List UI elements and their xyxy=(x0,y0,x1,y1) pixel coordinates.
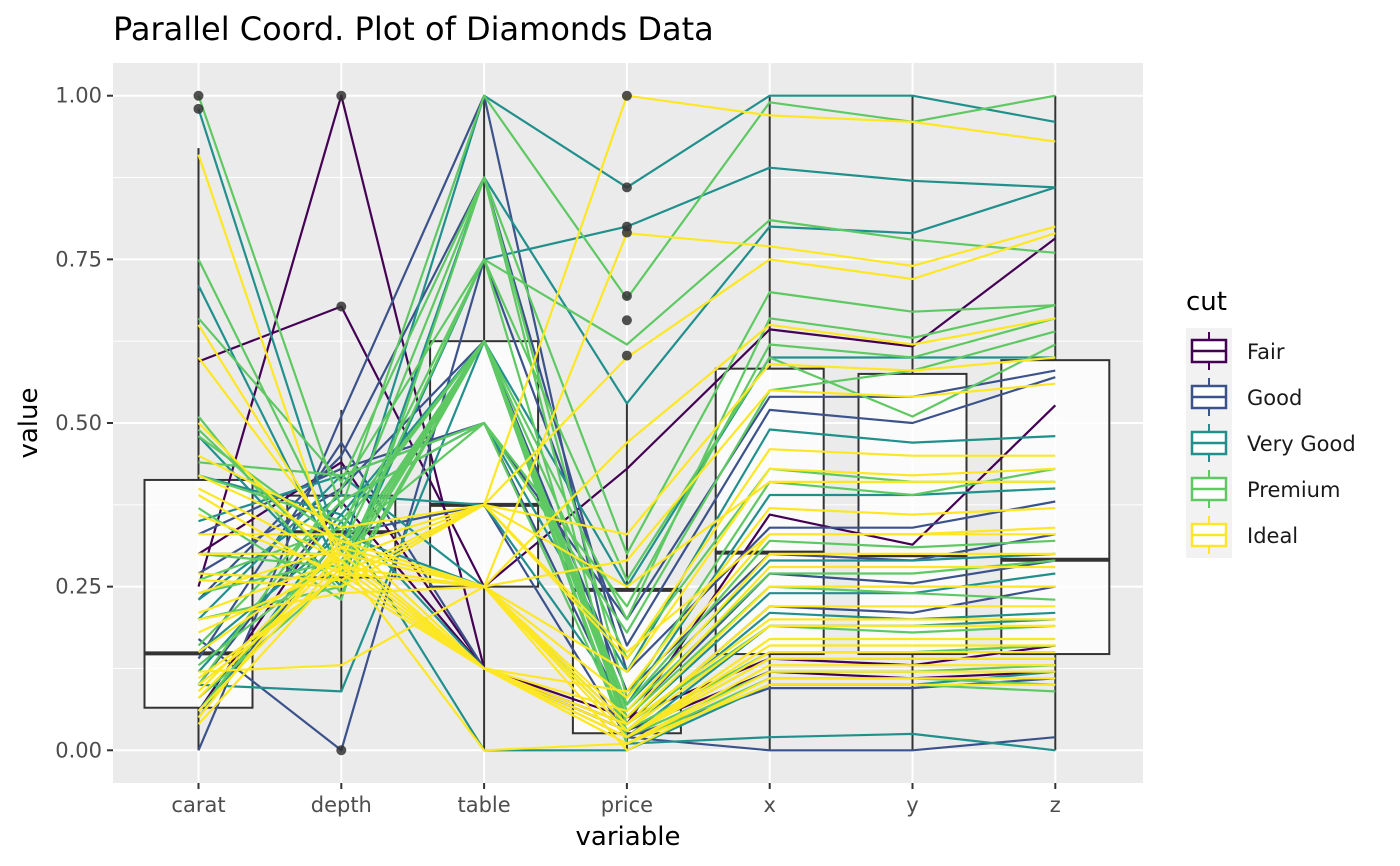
series-line-ideal xyxy=(197,539,1056,752)
legend-item-good: Good xyxy=(1186,374,1302,420)
legend-label: Good xyxy=(1247,386,1302,410)
legend-label: Very Good xyxy=(1247,432,1356,456)
y-tick-label: 0.75 xyxy=(55,247,102,271)
series-line-ideal xyxy=(198,507,1056,693)
series-line-ideal xyxy=(197,546,1056,739)
box-iqr xyxy=(1000,359,1111,656)
legend-title: cut xyxy=(1186,287,1227,317)
x-tick-label-x: x xyxy=(763,793,775,817)
series-line-ideal xyxy=(198,356,1056,536)
outlier-point-price xyxy=(621,315,632,326)
chart-title: Parallel Coord. Plot of Diamonds Data xyxy=(113,10,714,48)
legend-label: Ideal xyxy=(1247,524,1298,548)
series-line-ideal xyxy=(197,480,1056,588)
y-tick-label: 0.50 xyxy=(55,411,102,435)
outlier-point-price xyxy=(621,350,632,361)
legend-item-premium: Premium xyxy=(1186,466,1340,512)
outlier-point-price xyxy=(621,291,632,302)
y-tick-label: 1.00 xyxy=(55,84,102,108)
outlier-point-depth xyxy=(336,745,347,756)
x-tick-label-depth: depth xyxy=(311,793,372,817)
box-iqr xyxy=(143,478,254,709)
outlier-point-carat xyxy=(193,90,204,101)
series-line-premium xyxy=(197,176,1056,556)
legend-label: Fair xyxy=(1247,340,1285,364)
outlier-point-depth xyxy=(336,90,347,101)
x-tick-label-price: price xyxy=(601,793,653,817)
legend-item-ideal: Ideal xyxy=(1186,512,1298,558)
x-axis-title: variable xyxy=(576,822,681,852)
x-tick-label-carat: carat xyxy=(171,793,225,817)
legend: cut Fair Good Very Good Premium Ideal xyxy=(1186,287,1356,558)
legend-item-very-good: Very Good xyxy=(1186,420,1356,466)
outlier-point-depth xyxy=(336,301,347,312)
legend-item-fair: Fair xyxy=(1186,328,1285,374)
y-tick-label: 0.25 xyxy=(55,575,102,599)
x-tick-label-table: table xyxy=(458,793,511,817)
x-tick-label-y: y xyxy=(906,793,918,817)
outlier-point-price xyxy=(621,182,632,193)
x-tick-label-z: z xyxy=(1050,793,1061,817)
series-line-premium xyxy=(198,317,1056,608)
outlier-point-price xyxy=(621,221,632,232)
series-line-ideal xyxy=(197,565,1056,745)
outlier-points-layer xyxy=(193,90,632,756)
outlier-point-carat xyxy=(193,103,204,114)
y-axis-title: value xyxy=(14,387,44,458)
x-axis: carat depth table price x y z xyxy=(171,783,1061,817)
y-tick-label: 0.00 xyxy=(55,738,102,762)
series-line-ideal xyxy=(198,585,1056,726)
y-axis: 0.00 0.25 0.50 0.75 1.00 xyxy=(55,84,113,762)
outlier-point-price xyxy=(621,90,632,101)
series-line-ideal xyxy=(198,503,1056,654)
legend-label: Premium xyxy=(1247,478,1340,502)
